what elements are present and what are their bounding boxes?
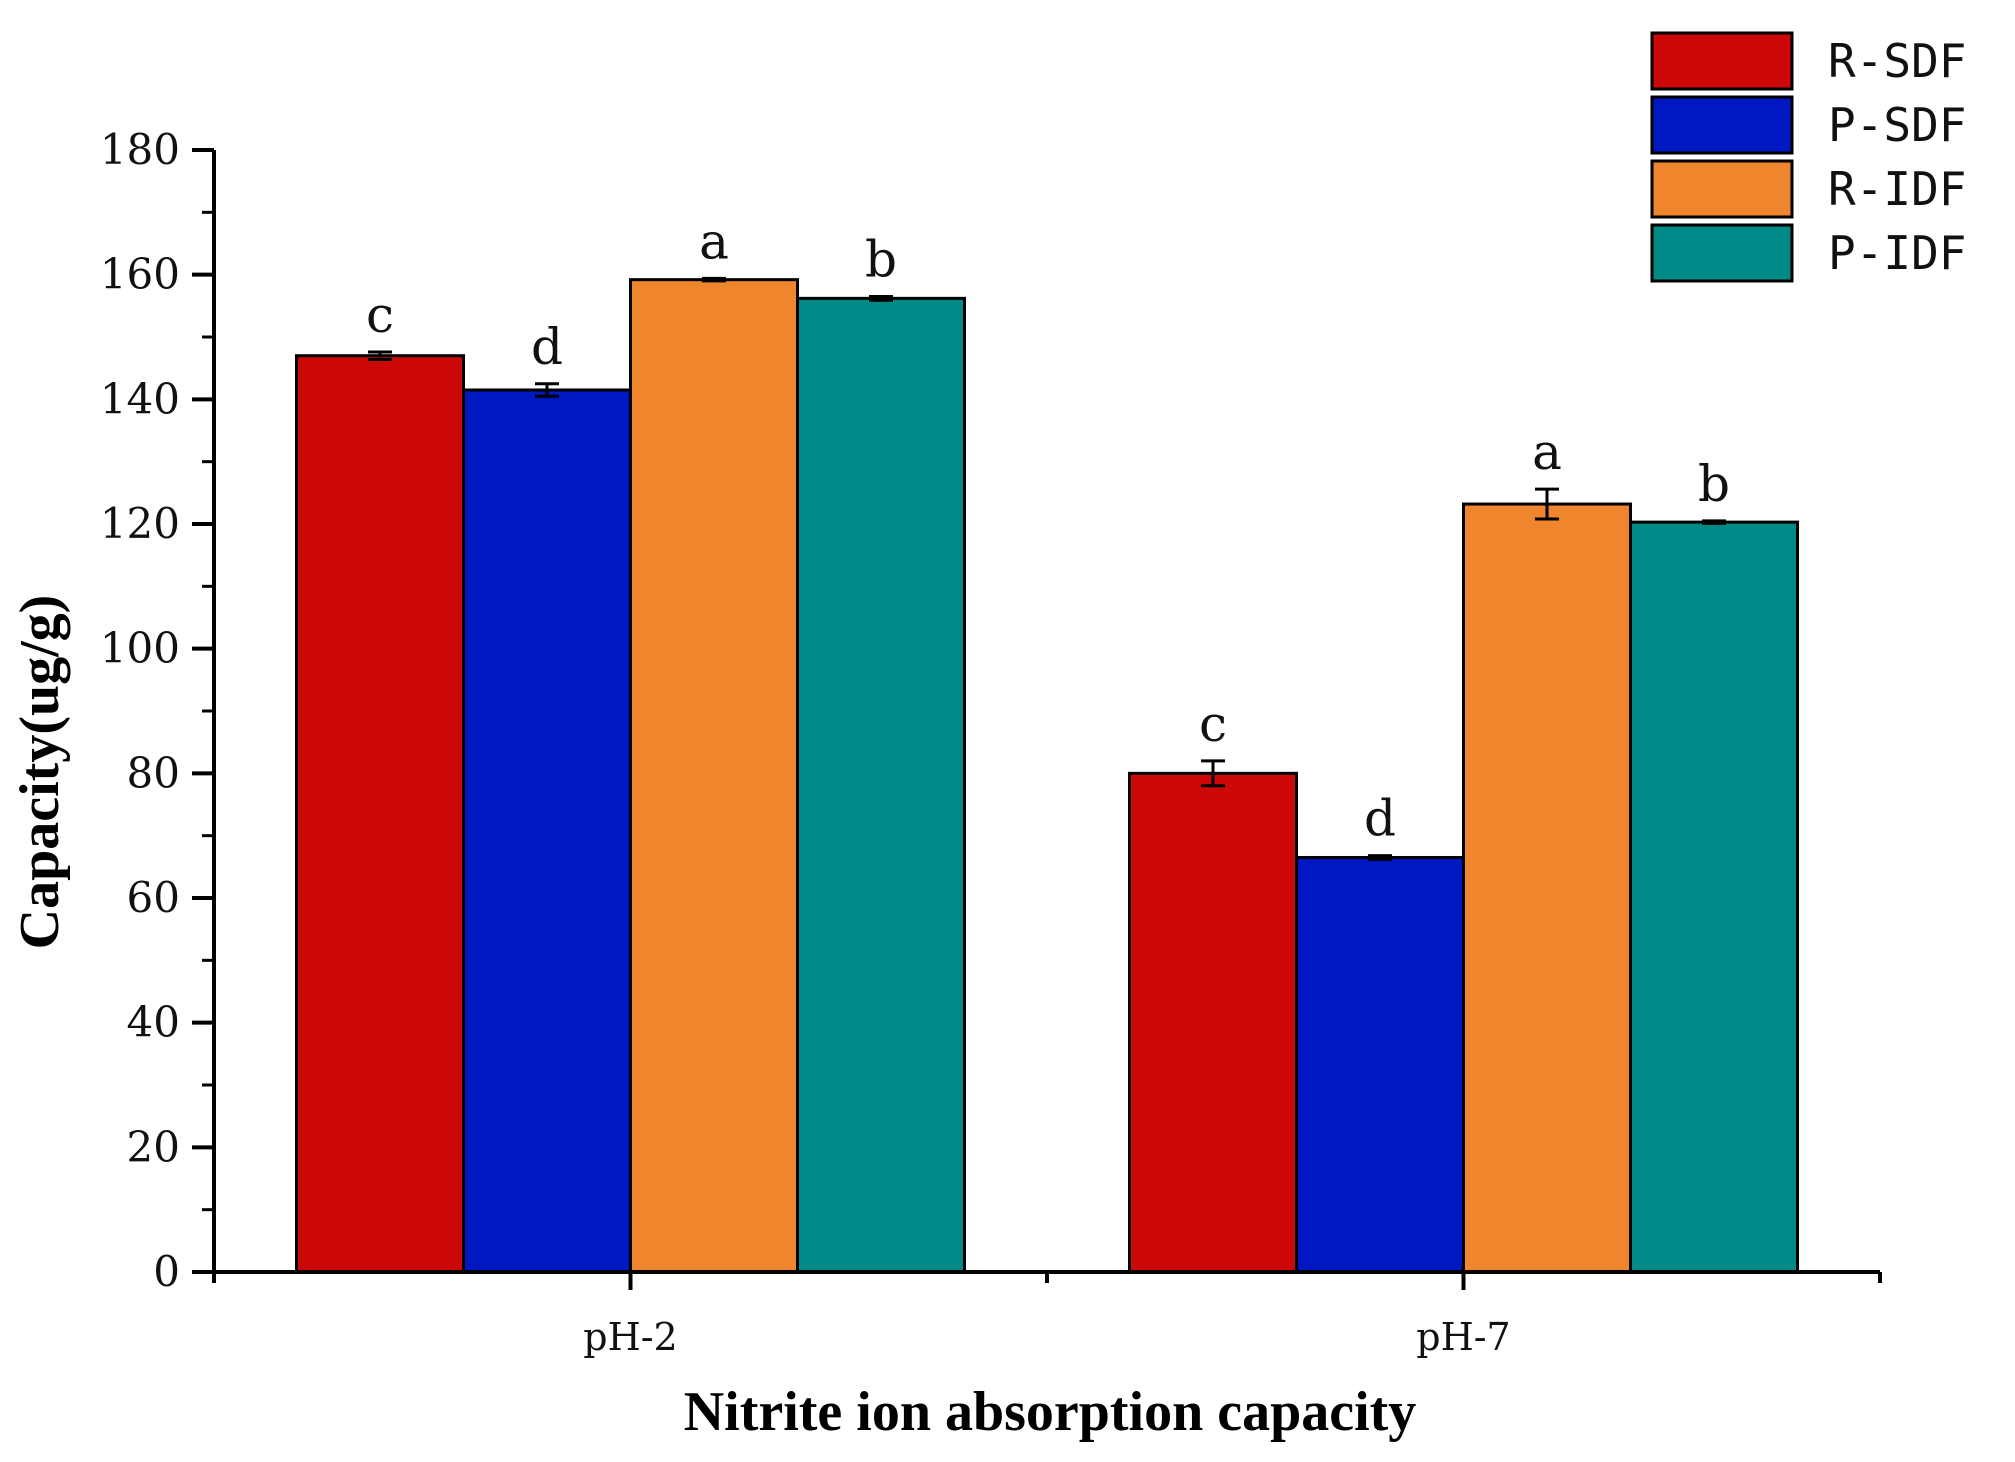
significance-label: b xyxy=(1698,455,1730,513)
x-category-label: pH-2 xyxy=(583,1315,677,1359)
bar-r-sdf-ph-2 xyxy=(295,354,465,1274)
x-category-label: pH-7 xyxy=(1416,1315,1510,1359)
bar-p-idf-ph-2 xyxy=(796,296,966,1274)
bar-r-idf-ph-7 xyxy=(1462,502,1632,1274)
y-tick-label: 180 xyxy=(100,125,180,174)
bar-r-sdf-ph-7 xyxy=(1128,771,1298,1274)
significance-label: c xyxy=(1199,695,1227,753)
error-bars-layer xyxy=(368,276,1726,861)
legend-swatch-p-idf xyxy=(1650,223,1794,283)
significance-label: b xyxy=(865,230,897,288)
legend-swatch-p-sdf xyxy=(1650,95,1794,155)
y-axis-title: Capacity(ug/g) xyxy=(9,595,71,950)
y-tick-label: 160 xyxy=(100,250,180,299)
tick-labels-layer: 0 20 40 60 80 100 120 140 160 180 pH-2 pH-7 xyxy=(100,125,1511,1359)
legend-label-r-idf: R-IDF xyxy=(1828,162,1966,216)
legend-swatch-r-sdf xyxy=(1650,31,1794,91)
y-tick-label: 20 xyxy=(127,1122,180,1171)
y-tick-label: 140 xyxy=(100,374,180,423)
y-tick-label: 60 xyxy=(127,873,180,922)
significance-label: a xyxy=(699,212,729,270)
x-axis-title: Nitrite ion absorption capacity xyxy=(684,1381,1417,1443)
legend: R-SDF P-SDF R-IDF P-IDF xyxy=(1650,31,1966,283)
y-tick-label: 40 xyxy=(127,998,180,1047)
bar-p-idf-ph-7 xyxy=(1629,520,1799,1274)
significance-label: a xyxy=(1532,423,1562,481)
bar-r-idf-ph-2 xyxy=(629,278,799,1274)
significance-label: d xyxy=(1364,790,1396,848)
axes-layer xyxy=(192,148,1882,1290)
y-tick-label: 80 xyxy=(127,748,180,797)
significance-label: c xyxy=(366,286,394,344)
y-tick-label: 0 xyxy=(153,1247,180,1296)
y-tick-label: 120 xyxy=(100,499,180,548)
significance-label: d xyxy=(531,318,563,376)
significance-labels-layer: c d a b c d a b xyxy=(366,212,1730,847)
legend-label-r-sdf: R-SDF xyxy=(1828,34,1966,88)
legend-label-p-sdf: P-SDF xyxy=(1828,98,1966,152)
bar-p-sdf-ph-2 xyxy=(462,388,632,1274)
legend-label-p-idf: P-IDF xyxy=(1828,226,1966,280)
bars-layer xyxy=(295,278,1799,1274)
y-tick-label: 100 xyxy=(100,624,180,673)
bar-p-sdf-ph-7 xyxy=(1295,855,1465,1274)
legend-swatch-r-idf xyxy=(1650,159,1794,219)
